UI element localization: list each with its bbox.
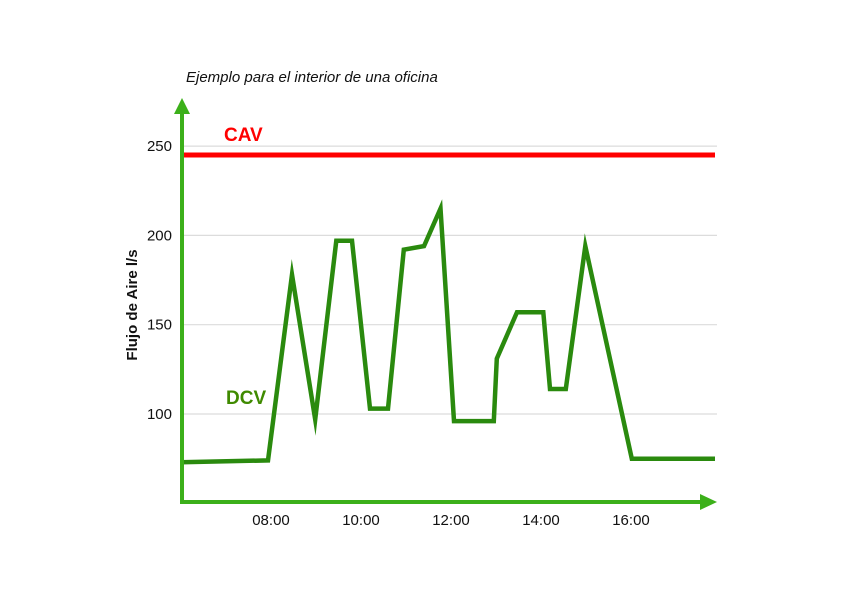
y-tick-label: 100: [147, 406, 172, 423]
x-axis-arrow: [700, 494, 717, 510]
x-tick-label: 16:00: [612, 512, 650, 529]
series-label-cav: CAV: [224, 125, 263, 146]
series-label-dcv: DCV: [226, 388, 266, 409]
series-line-dcv: [180, 199, 715, 465]
y-axis-label: Flujo de Aire l/s: [124, 249, 141, 360]
y-tick-label: 150: [147, 317, 172, 334]
x-tick-label: 14:00: [522, 512, 560, 529]
x-tick-label: 08:00: [252, 512, 290, 529]
x-tick-label: 10:00: [342, 512, 380, 529]
x-tick-label: 12:00: [432, 512, 470, 529]
y-axis-arrow: [174, 98, 190, 114]
chart-title: Ejemplo para el interior de una oficina: [186, 69, 438, 86]
y-tick-label: 250: [147, 138, 172, 155]
y-tick-label: 200: [147, 227, 172, 244]
